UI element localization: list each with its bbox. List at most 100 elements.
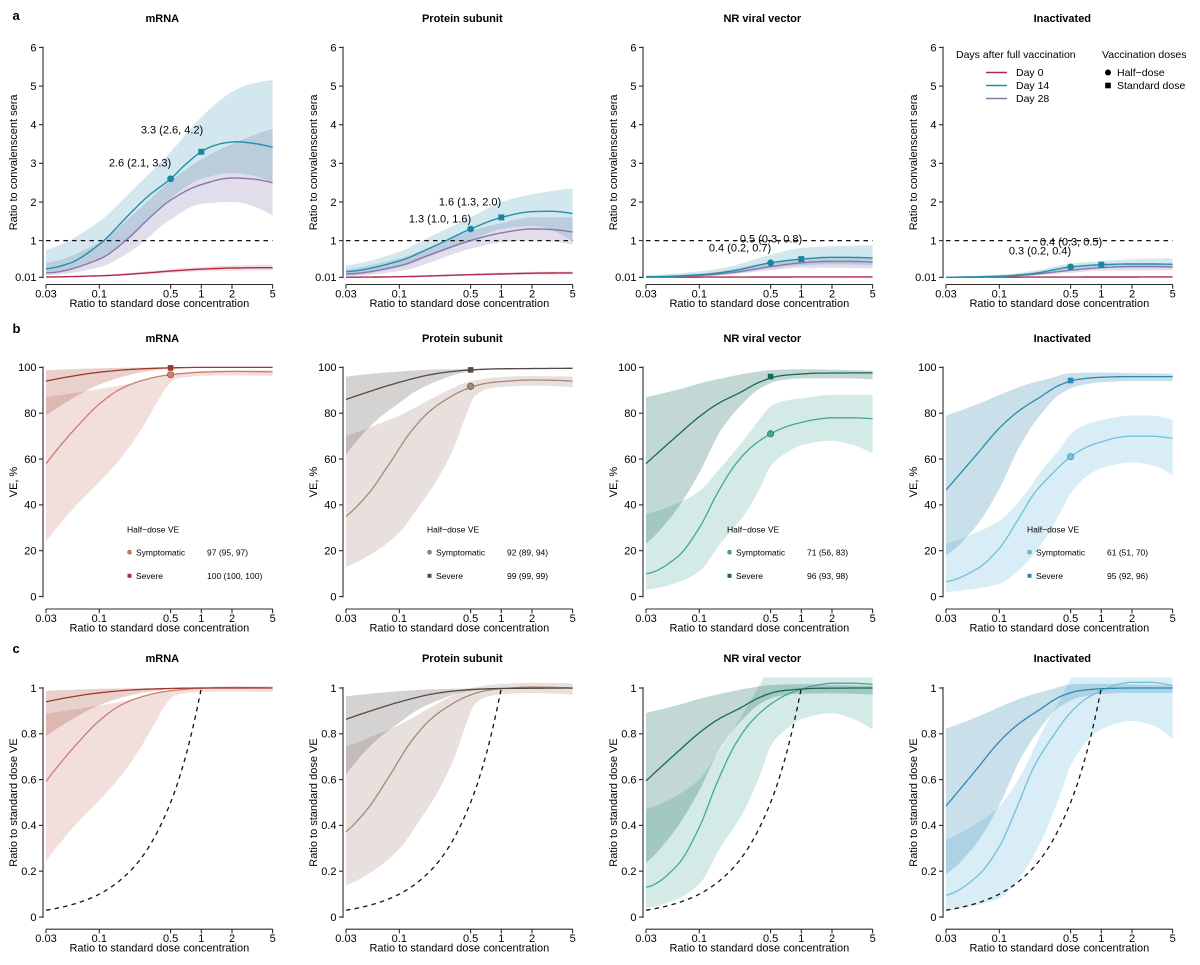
svg-text:0.5: 0.5: [763, 613, 778, 625]
svg-text:5: 5: [570, 288, 576, 300]
svg-text:NR viral vector: NR viral vector: [723, 13, 801, 25]
svg-text:4: 4: [930, 120, 936, 132]
svg-text:Protein subunit: Protein subunit: [422, 13, 503, 25]
svg-text:1: 1: [630, 683, 636, 695]
svg-text:Half−dose VE: Half−dose VE: [1027, 524, 1080, 534]
svg-text:2: 2: [630, 197, 636, 209]
svg-text:0.5: 0.5: [163, 288, 178, 300]
svg-text:0.4: 0.4: [621, 820, 636, 832]
svg-text:1: 1: [330, 235, 336, 247]
svg-text:0.1: 0.1: [92, 288, 107, 300]
svg-text:6: 6: [930, 42, 936, 54]
svg-text:0.5: 0.5: [1063, 288, 1078, 300]
svg-text:Ratio to standard dose VE: Ratio to standard dose VE: [908, 738, 920, 866]
svg-text:5: 5: [1170, 613, 1176, 625]
svg-text:0.2: 0.2: [621, 866, 636, 878]
svg-text:0.2: 0.2: [921, 866, 936, 878]
svg-text:2: 2: [229, 933, 235, 945]
svg-text:Half−dose VE: Half−dose VE: [127, 524, 180, 534]
svg-text:1: 1: [198, 933, 204, 945]
svg-text:100: 100: [918, 362, 936, 374]
svg-text:0: 0: [330, 912, 336, 924]
svg-text:Ratio to standard dose VE: Ratio to standard dose VE: [608, 738, 620, 866]
svg-text:95 (92, 96): 95 (92, 96): [1107, 571, 1148, 581]
svg-text:1: 1: [798, 613, 804, 625]
svg-text:2: 2: [529, 613, 535, 625]
svg-text:0.03: 0.03: [35, 613, 56, 625]
svg-text:NR viral vector: NR viral vector: [723, 333, 801, 345]
svg-text:0.03: 0.03: [35, 288, 56, 300]
svg-text:2.6 (2.1, 3.3): 2.6 (2.1, 3.3): [109, 158, 171, 170]
svg-text:0.4 (0.2, 0.7): 0.4 (0.2, 0.7): [709, 243, 771, 255]
svg-text:3: 3: [930, 158, 936, 170]
svg-text:Half−dose VE: Half−dose VE: [727, 524, 780, 534]
svg-text:92 (89, 94): 92 (89, 94): [507, 547, 548, 557]
svg-text:Ratio to standard dose concent: Ratio to standard dose concentration: [969, 298, 1149, 310]
svg-text:Ratio to standard dose concent: Ratio to standard dose concentration: [69, 622, 249, 634]
svg-text:0.03: 0.03: [935, 613, 956, 625]
svg-text:Day 0: Day 0: [1016, 67, 1044, 79]
svg-text:20: 20: [324, 545, 336, 557]
svg-text:80: 80: [324, 408, 336, 420]
svg-text:0.4 (0.3, 0.5): 0.4 (0.3, 0.5): [1040, 237, 1102, 249]
svg-text:Inactivated: Inactivated: [1034, 13, 1091, 25]
svg-text:0.6: 0.6: [321, 774, 336, 786]
svg-text:0.3 (0.2, 0.4): 0.3 (0.2, 0.4): [1009, 246, 1071, 258]
svg-text:0.03: 0.03: [935, 933, 956, 945]
svg-text:0.5: 0.5: [463, 613, 478, 625]
svg-text:2: 2: [1129, 933, 1135, 945]
svg-text:Severe: Severe: [136, 571, 163, 581]
svg-text:2: 2: [930, 197, 936, 209]
svg-text:1: 1: [630, 235, 636, 247]
svg-text:80: 80: [924, 408, 936, 420]
svg-text:Ratio to standard dose concent: Ratio to standard dose concentration: [369, 943, 549, 955]
svg-text:0.5: 0.5: [763, 288, 778, 300]
svg-text:20: 20: [24, 545, 36, 557]
svg-text:Severe: Severe: [736, 571, 763, 581]
svg-text:0.03: 0.03: [335, 933, 356, 945]
svg-text:0.03: 0.03: [635, 288, 656, 300]
svg-text:Severe: Severe: [1036, 571, 1063, 581]
svg-text:0: 0: [930, 591, 936, 603]
svg-text:0.5: 0.5: [763, 933, 778, 945]
svg-text:Ratio to standard dose concent: Ratio to standard dose concentration: [69, 943, 249, 955]
svg-text:0: 0: [930, 912, 936, 924]
svg-text:0.8: 0.8: [921, 729, 936, 741]
svg-text:5: 5: [270, 288, 276, 300]
svg-text:4: 4: [30, 120, 36, 132]
svg-text:c: c: [13, 641, 20, 656]
svg-text:5: 5: [570, 933, 576, 945]
svg-text:0.6: 0.6: [921, 774, 936, 786]
svg-text:Symptomatic: Symptomatic: [136, 547, 186, 557]
svg-text:1: 1: [1098, 933, 1104, 945]
svg-text:2: 2: [30, 197, 36, 209]
svg-text:5: 5: [930, 81, 936, 93]
svg-text:71 (56, 83): 71 (56, 83): [807, 547, 848, 557]
svg-text:6: 6: [30, 42, 36, 54]
svg-text:Protein subunit: Protein subunit: [422, 653, 503, 665]
svg-text:0.5: 0.5: [463, 288, 478, 300]
svg-text:60: 60: [924, 454, 936, 466]
svg-text:2: 2: [330, 197, 336, 209]
svg-text:1: 1: [1098, 613, 1104, 625]
svg-text:Symptomatic: Symptomatic: [736, 547, 786, 557]
svg-text:5: 5: [870, 288, 876, 300]
svg-text:0.01: 0.01: [615, 272, 636, 284]
svg-text:Ratio to convalenscent sera: Ratio to convalenscent sera: [308, 94, 320, 231]
svg-text:0.03: 0.03: [935, 288, 956, 300]
svg-text:0.03: 0.03: [635, 933, 656, 945]
svg-text:100: 100: [618, 362, 636, 374]
svg-text:1: 1: [30, 235, 36, 247]
svg-text:0.8: 0.8: [621, 729, 636, 741]
svg-text:0: 0: [630, 591, 636, 603]
svg-text:0.2: 0.2: [321, 866, 336, 878]
svg-text:2: 2: [829, 613, 835, 625]
svg-text:0.01: 0.01: [915, 272, 936, 284]
svg-text:Ratio to standard dose concent: Ratio to standard dose concentration: [69, 298, 249, 310]
svg-text:3.3 (2.6, 4.2): 3.3 (2.6, 4.2): [141, 125, 203, 137]
svg-text:40: 40: [24, 500, 36, 512]
svg-text:100 (100, 100): 100 (100, 100): [207, 571, 262, 581]
svg-text:40: 40: [924, 500, 936, 512]
svg-text:5: 5: [270, 613, 276, 625]
svg-text:0.4: 0.4: [921, 820, 936, 832]
